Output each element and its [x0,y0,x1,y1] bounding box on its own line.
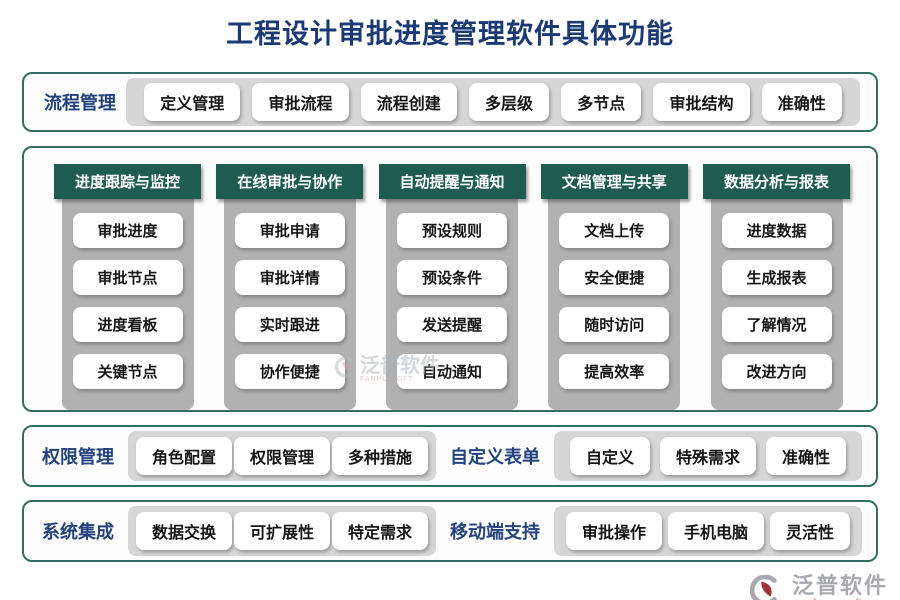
permission-custom-form-row: 权限管理 角色配置 权限管理 多种措施 自定义表单 自定义 特殊需求 准确性 [22,425,878,487]
feature-pill: 特定需求 [331,512,428,550]
feature-pill: 灵活性 [769,512,850,550]
feature-pill: 准确性 [765,437,846,475]
feature-columns-panel: 进度跟踪与监控 审批进度 审批节点 进度看板 关键节点 在线审批与协作 审批申请… [22,146,878,412]
feature-column-document-sharing: 文档管理与共享 文档上传 安全便捷 随时访问 提高效率 [540,164,688,410]
mobile-support-items-strip: 审批操作 手机电脑 灵活性 [554,506,862,556]
feature-pill: 审批详情 [234,260,345,295]
feature-pill: 协作便捷 [234,354,345,389]
column-body: 预设规则 预设条件 发送提醒 自动通知 [386,198,518,410]
column-header: 数据分析与报表 [703,164,850,199]
column-body: 审批申请 审批详情 实时跟进 协作便捷 [223,198,356,410]
feature-pill: 文档上传 [559,213,670,248]
feature-column-online-approval: 在线审批与协作 审批申请 审批详情 实时跟进 协作便捷 [216,164,364,410]
feature-column-auto-reminder: 自动提醒与通知 预设规则 预设条件 发送提醒 自动通知 [378,164,526,410]
brand-url: www.fanpusoft.com [784,597,888,600]
feature-pill: 改进方向 [721,354,832,389]
feature-pill: 自动通知 [397,354,507,389]
fanpu-branding: 泛普软件 www.fanpusoft.com [749,573,888,600]
system-integration-items-strip: 数据交换 可扩展性 特定需求 [128,506,436,556]
column-header: 在线审批与协作 [216,164,364,199]
feature-pill: 随时访问 [559,307,670,342]
feature-pill: 准确性 [761,83,842,121]
feature-pill: 定义管理 [144,83,241,121]
feature-pill: 安全便捷 [559,260,670,295]
feature-pill: 审批流程 [252,83,349,121]
permission-items-strip: 角色配置 权限管理 多种措施 [128,431,436,481]
feature-pill: 手机电脑 [667,512,764,550]
feature-pill: 生成报表 [721,260,832,295]
feature-pill: 进度数据 [721,213,832,248]
fanpu-logo-icon [749,574,780,600]
feature-pill: 特殊需求 [659,437,756,475]
mobile-support-label: 移动端支持 [450,522,540,542]
feature-pill: 实时跟进 [234,307,345,342]
custom-form-label: 自定义表单 [450,447,540,467]
column-body: 文档上传 安全便捷 随时访问 提高效率 [548,198,681,410]
feature-pill: 审批结构 [653,83,750,121]
feature-pill: 可扩展性 [233,512,330,550]
feature-pill: 多种措施 [331,437,428,475]
custom-form-items-strip: 自定义 特殊需求 准确性 [554,431,862,481]
system-integration-mobile-row: 系统集成 数据交换 可扩展性 特定需求 移动端支持 审批操作 手机电脑 灵活性 [22,500,878,562]
feature-pill: 审批申请 [234,213,345,248]
flow-management-row: 流程管理 定义管理 审批流程 流程创建 多层级 多节点 审批结构 准确性 [22,72,878,132]
page-title: 工程设计审批进度管理软件具体功能 [226,19,674,49]
feature-pill: 角色配置 [135,437,232,475]
feature-pill: 关键节点 [72,354,183,389]
feature-pill: 审批节点 [72,260,183,295]
system-integration-label: 系统集成 [42,522,114,542]
feature-pill: 提高效率 [559,354,670,389]
feature-column-progress-tracking: 进度跟踪与监控 审批进度 审批节点 进度看板 关键节点 [54,164,201,410]
column-header: 文档管理与共享 [540,164,688,199]
feature-pill: 了解情况 [721,307,832,342]
feature-pill: 审批操作 [565,512,662,550]
permission-label: 权限管理 [42,447,114,467]
feature-column-data-analysis: 数据分析与报表 进度数据 生成报表 了解情况 改进方向 [703,164,850,410]
flow-items-strip: 定义管理 审批流程 流程创建 多层级 多节点 审批结构 准确性 [126,78,860,126]
column-header: 自动提醒与通知 [378,164,526,199]
feature-pill: 权限管理 [233,437,330,475]
feature-pill: 多层级 [468,83,549,121]
brand-name: 泛普软件 [791,573,888,598]
column-body: 审批进度 审批节点 进度看板 关键节点 [61,198,194,410]
flow-row-label: 流程管理 [44,93,116,113]
feature-pill: 预设条件 [397,260,507,295]
feature-pill: 自定义 [569,437,650,475]
feature-pill: 数据交换 [135,512,232,550]
feature-pill: 进度看板 [72,307,183,342]
feature-pill: 审批进度 [72,213,183,248]
feature-pill: 预设规则 [397,213,507,248]
feature-pill: 流程创建 [360,83,457,121]
feature-pill: 发送提醒 [397,307,507,342]
column-header: 进度跟踪与监控 [54,164,201,199]
column-body: 进度数据 生成报表 了解情况 改进方向 [710,198,843,410]
feature-pill: 多节点 [561,83,642,121]
